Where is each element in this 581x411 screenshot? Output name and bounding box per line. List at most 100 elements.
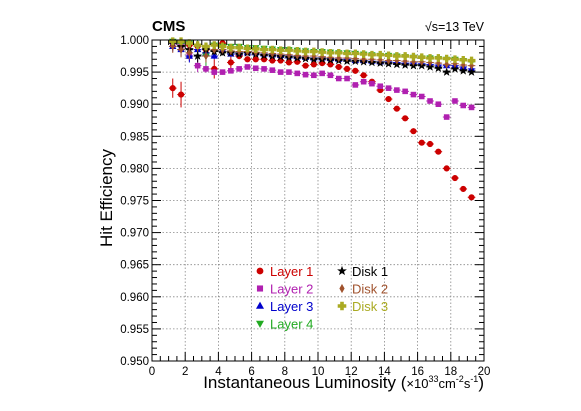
data-point: [261, 66, 267, 72]
data-point: [452, 98, 458, 104]
data-point: [252, 56, 259, 63]
x-tick-label: 10: [312, 366, 325, 378]
data-point: [443, 114, 450, 120]
x-tick-label: 20: [478, 366, 491, 378]
data-point: [193, 41, 202, 50]
data-point: [293, 47, 302, 55]
data-point: [418, 93, 425, 100]
x-tick-label: 4: [215, 366, 222, 378]
y-tick-label: 0.950: [120, 356, 149, 368]
y-tick-label: 0.990: [120, 99, 149, 111]
legend-label: Layer 2: [270, 282, 313, 297]
data-point: [343, 49, 351, 58]
data-point: [302, 62, 309, 69]
data-point: [410, 91, 417, 98]
data-point: [334, 48, 343, 57]
legend-entry-layer-2: Layer 2: [256, 282, 313, 297]
legend-marker: [255, 301, 265, 309]
legend-entry-disk-1: Disk 1: [337, 264, 388, 279]
data-point: [360, 78, 367, 85]
y-tick-label: 0.985: [120, 131, 149, 143]
data-point: [344, 75, 350, 82]
data-point: [285, 59, 293, 66]
x-axis-title-close: ): [478, 373, 484, 392]
legend-marker: [339, 283, 345, 294]
series-disk-3: [168, 37, 476, 65]
data-point: [468, 104, 475, 111]
data-point: [210, 41, 219, 50]
data-point: [309, 47, 318, 56]
data-point: [276, 46, 285, 55]
data-point: [360, 72, 367, 79]
x-tick-label: 12: [345, 366, 358, 378]
data-point: [226, 43, 235, 52]
x-axis-title-exp1: 33: [428, 374, 438, 384]
data-point: [385, 95, 392, 103]
data-point: [443, 165, 450, 172]
data-point: [410, 128, 417, 135]
data-point: [460, 60, 466, 70]
legend-marker: [337, 265, 347, 276]
data-point: [236, 66, 242, 72]
data-point: [377, 83, 384, 89]
y-tick-label: 0.955: [120, 324, 149, 336]
data-point: [251, 45, 260, 53]
data-point: [336, 53, 342, 63]
data-point: [326, 48, 335, 57]
x-axis-title-exp2: -2: [456, 374, 464, 384]
legend-label: Disk 3: [352, 299, 388, 314]
x-tick-label: 14: [378, 366, 391, 378]
data-point: [450, 64, 460, 73]
x-axis-title-exp3: -1: [470, 374, 478, 384]
data-point: [301, 47, 310, 56]
legend-marker: [256, 285, 264, 292]
y-tick-label: 0.995: [120, 67, 149, 79]
x-axis-title-unit3: s: [464, 376, 471, 391]
data-point: [402, 88, 408, 95]
data-point: [351, 49, 360, 58]
y-tick-label: 0.970: [120, 228, 149, 240]
data-point: [310, 61, 317, 68]
data-point: [435, 101, 442, 107]
data-point: [269, 67, 276, 73]
x-tick-label: 8: [282, 366, 288, 378]
x-tick-label: 6: [248, 366, 254, 378]
data-point: [177, 91, 185, 98]
data-point: [335, 63, 342, 71]
data-point: [218, 42, 227, 51]
axis-ticks: 0 2 4 6 8 10 12 14 16 18 20 0.950 0.955 0.960 0.965 0.9…: [120, 35, 490, 378]
grid-lines: [152, 40, 484, 361]
data-point: [185, 39, 194, 48]
data-point: [252, 65, 259, 72]
data-point: [268, 45, 277, 54]
legend-label: Disk 1: [352, 264, 388, 279]
data-point: [385, 85, 392, 91]
x-axis-title-unit: ×10: [406, 376, 428, 391]
data-point: [194, 62, 201, 69]
data-point: [434, 54, 443, 62]
data-point: [219, 69, 226, 75]
legend-label: Layer 3: [270, 299, 313, 314]
data-point: [459, 56, 468, 64]
legend-label: Layer 4: [270, 317, 313, 332]
legend-label: Disk 2: [352, 282, 388, 297]
data-point: [369, 80, 375, 87]
y-tick-label: 0.975: [120, 196, 149, 208]
y-tick-label: 0.965: [120, 260, 149, 272]
data-point: [418, 139, 425, 146]
data-point: [318, 48, 327, 57]
data-series: [168, 37, 477, 201]
data-point: [460, 185, 467, 193]
data-point: [203, 51, 209, 61]
x-axis-title-main: Instantaneous Luminosity (: [203, 373, 407, 392]
data-point: [193, 51, 203, 60]
legend-entry-disk-2: Disk 2: [339, 282, 388, 297]
data-point: [417, 53, 426, 62]
data-point: [377, 55, 383, 65]
data-point: [444, 60, 450, 69]
data-point: [235, 43, 244, 52]
y-tick-label: 0.960: [120, 292, 149, 304]
data-point: [319, 70, 325, 77]
legend-marker: [256, 267, 264, 275]
x-axis-title: Instantaneous Luminosity (×1033cm-2s-1): [203, 373, 484, 392]
